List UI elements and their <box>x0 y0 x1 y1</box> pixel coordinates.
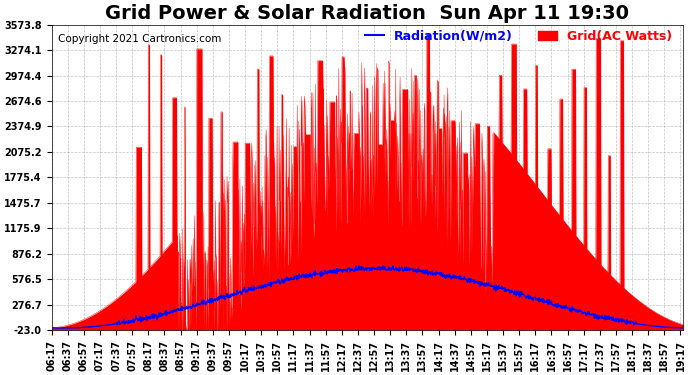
Title: Grid Power & Solar Radiation  Sun Apr 11 19:30: Grid Power & Solar Radiation Sun Apr 11 … <box>105 4 629 23</box>
Legend: Radiation(W/m2), Grid(AC Watts): Radiation(W/m2), Grid(AC Watts) <box>360 25 677 48</box>
Text: Copyright 2021 Cartronics.com: Copyright 2021 Cartronics.com <box>58 34 221 44</box>
